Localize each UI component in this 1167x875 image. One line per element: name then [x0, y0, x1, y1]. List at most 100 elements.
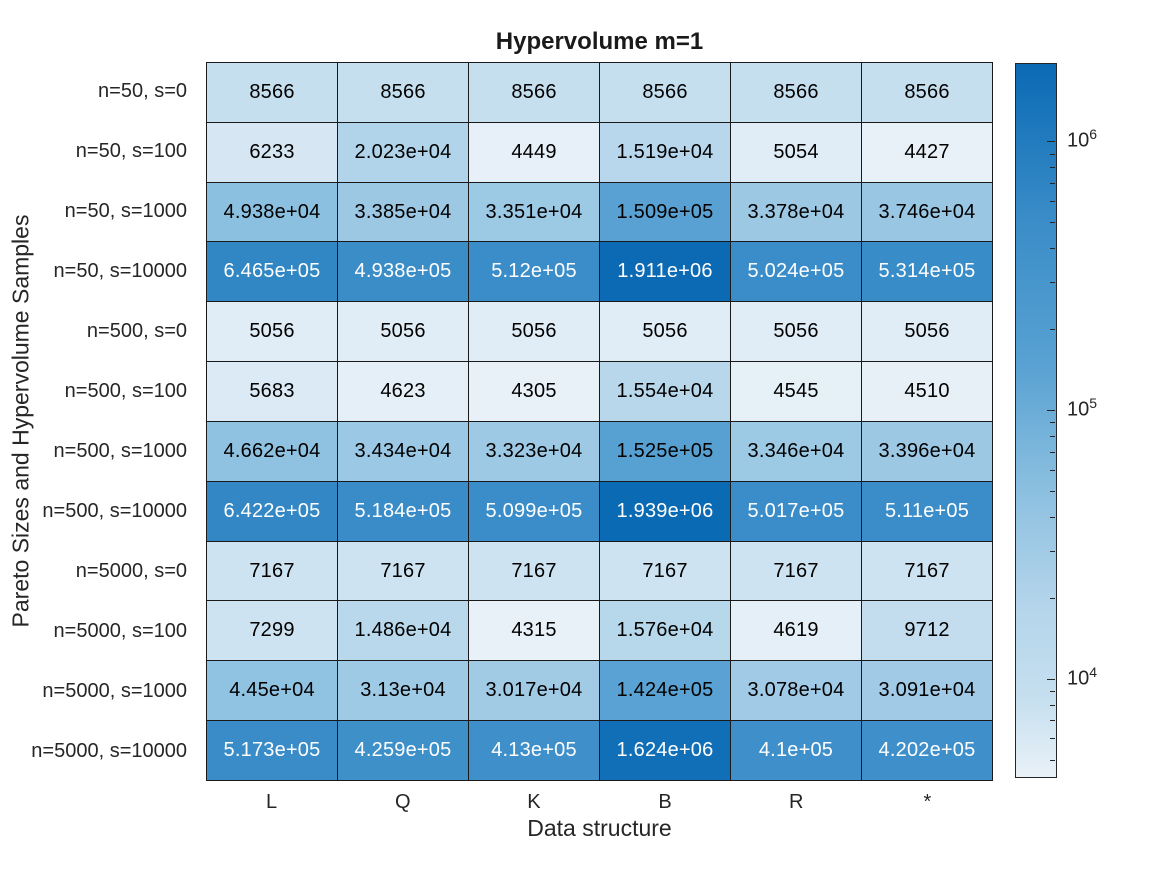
- heatmap-cell: 3.396e+04: [862, 421, 992, 481]
- colorbar-minor-tick: [1050, 248, 1055, 250]
- x-tick-label: Q: [394, 790, 411, 813]
- colorbar-minor-tick: [1050, 329, 1055, 331]
- heatmap-cell: 5.314e+05: [862, 242, 992, 302]
- heatmap-cell: 3.385e+04: [338, 182, 468, 242]
- colorbar-minor-tick: [1050, 516, 1055, 518]
- heatmap-cell: 8566: [600, 63, 730, 122]
- colorbar-tick-label: 106: [1067, 126, 1098, 152]
- y-tick-label: n=50, s=10000: [53, 260, 187, 283]
- heatmap-cell: 1.509e+05: [600, 182, 730, 242]
- colorbar-minor-tick: [1050, 182, 1055, 184]
- heatmap-cell: 3.323e+04: [469, 421, 599, 481]
- heatmap-cell: 2.023e+04: [338, 122, 468, 182]
- heatmap-cell: 5054: [731, 122, 861, 182]
- heatmap-cell: 3.017e+04: [469, 661, 599, 721]
- heatmap-cell: 4.259e+05: [338, 721, 468, 780]
- heatmap-cell: 7167: [338, 541, 468, 601]
- x-tick-label: R: [789, 790, 804, 813]
- heatmap-cell: 3.346e+04: [731, 421, 861, 481]
- heatmap-cell: 8566: [338, 63, 468, 122]
- colorbar-minor-tick: [1050, 200, 1055, 202]
- colorbar-minor-tick: [1050, 451, 1055, 453]
- heatmap-cell: 4545: [731, 362, 861, 421]
- colorbar-minor-tick: [1050, 281, 1055, 283]
- heatmap-cell: 8566: [207, 63, 337, 122]
- heatmap-cell: 4.662e+04: [207, 421, 337, 481]
- x-tick-label: B: [658, 790, 672, 813]
- heatmap-cell: 5.099e+05: [469, 481, 599, 541]
- x-tick-label: L: [266, 790, 278, 813]
- chart-title: Hypervolume m=1: [495, 28, 704, 55]
- y-tick-label: n=500, s=0: [86, 320, 187, 343]
- heatmap-cell: 8566: [469, 63, 599, 122]
- heatmap-cell: 4.938e+04: [207, 182, 337, 242]
- heatmap-cell: 7299: [207, 601, 337, 661]
- y-tick-label: n=50, s=100: [75, 140, 187, 163]
- heatmap-cell: 5.184e+05: [338, 481, 468, 541]
- heatmap-cell: 1.939e+06: [600, 481, 730, 541]
- colorbar-minor-tick: [1050, 167, 1055, 169]
- colorbar-major-tick: [1047, 410, 1055, 411]
- y-tick-label: n=5000, s=0: [75, 559, 187, 582]
- colorbar-minor-tick: [1050, 704, 1055, 706]
- heatmap-cell: 6.465e+05: [207, 242, 337, 302]
- heatmap-cell: 4.202e+05: [862, 721, 992, 780]
- heatmap-cell: 4305: [469, 362, 599, 421]
- y-tick-label: n=5000, s=1000: [42, 679, 187, 702]
- heatmap-cell: 1.424e+05: [600, 661, 730, 721]
- heatmap-cell: 1.486e+04: [338, 601, 468, 661]
- heatmap-cell: 3.378e+04: [731, 182, 861, 242]
- heatmap-cell: 4.13e+05: [469, 721, 599, 780]
- x-tick-label: K: [527, 790, 541, 813]
- heatmap-cell: 5683: [207, 362, 337, 421]
- y-tick-label: n=5000, s=10000: [31, 739, 187, 762]
- heatmap-cell: 3.078e+04: [731, 661, 861, 721]
- colorbar: 104 105 106: [1015, 63, 1097, 778]
- heatmap-cell: 4315: [469, 601, 599, 661]
- heatmap-cell: 4623: [338, 362, 468, 421]
- heatmap-cell: 4449: [469, 122, 599, 182]
- x-tick-labels: L Q K B R *: [206, 789, 993, 815]
- heatmap-cell: 5056: [469, 302, 599, 362]
- heatmap-cell: 5.11e+05: [862, 481, 992, 541]
- heatmap-cell: 5.12e+05: [469, 242, 599, 302]
- heatmap-cell: 4427: [862, 122, 992, 182]
- heatmap-cell: 5.024e+05: [731, 242, 861, 302]
- y-tick-label: n=5000, s=100: [53, 619, 187, 642]
- y-tick-label: n=500, s=1000: [53, 439, 187, 462]
- heatmap-cell: 7167: [469, 541, 599, 601]
- heatmap-cell: 1.624e+06: [600, 721, 730, 780]
- heatmap-cell: 5056: [600, 302, 730, 362]
- heatmap-cell: 7167: [207, 541, 337, 601]
- y-tick-label: n=50, s=1000: [64, 200, 187, 223]
- heatmap-cell: 3.13e+04: [338, 661, 468, 721]
- heatmap-cell: 4.938e+05: [338, 242, 468, 302]
- colorbar-major-tick: [1047, 141, 1055, 143]
- x-tick-label: *: [923, 790, 932, 813]
- colorbar-minor-tick: [1050, 550, 1055, 552]
- y-tick-label: n=50, s=0: [98, 80, 187, 103]
- heatmap-cell: 1.554e+04: [600, 362, 730, 421]
- heatmap-cell: 4.1e+05: [731, 721, 861, 780]
- y-tick-label: n=500, s=100: [64, 380, 187, 403]
- heatmap-cell: 5056: [207, 302, 337, 362]
- heatmap-cell: 7167: [862, 541, 992, 601]
- heatmap-cell: 4510: [862, 362, 992, 421]
- colorbar-minor-tick: [1050, 436, 1055, 437]
- y-tick-labels: n=50, s=0 n=50, s=100 n=50, s=1000 n=50, s=…: [0, 62, 197, 781]
- colorbar-minor-tick: [1050, 738, 1055, 740]
- heatmap-cell: 5.173e+05: [207, 721, 337, 780]
- heatmap-cell: 3.091e+04: [862, 661, 992, 721]
- x-axis-label: Data structure: [527, 815, 672, 841]
- colorbar-tick-label: 105: [1067, 394, 1098, 421]
- heatmap-cell: 7167: [600, 541, 730, 601]
- colorbar-minor-tick: [1050, 597, 1055, 599]
- colorbar-minor-tick: [1050, 422, 1055, 424]
- heatmap-cell: 1.525e+05: [600, 421, 730, 481]
- heatmap-cell: 4619: [731, 601, 861, 661]
- heatmap-grid: 8566 8566 8566 8566 8566 8566 6233 2.023e+04 444…: [206, 62, 993, 781]
- heatmap-cell: 3.746e+04: [862, 182, 992, 242]
- heatmap-cell: 1.911e+06: [600, 242, 730, 302]
- heatmap-cell: 9712: [862, 601, 992, 661]
